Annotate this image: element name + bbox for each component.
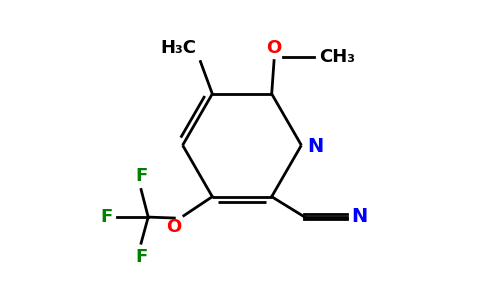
Text: N: N	[307, 137, 323, 156]
Text: O: O	[166, 218, 182, 236]
Text: F: F	[135, 248, 147, 266]
Text: F: F	[135, 167, 147, 185]
Text: F: F	[100, 208, 113, 226]
Text: O: O	[266, 39, 282, 57]
Text: CH₃: CH₃	[319, 48, 355, 66]
Text: N: N	[351, 207, 368, 226]
Text: H₃C: H₃C	[161, 39, 197, 57]
